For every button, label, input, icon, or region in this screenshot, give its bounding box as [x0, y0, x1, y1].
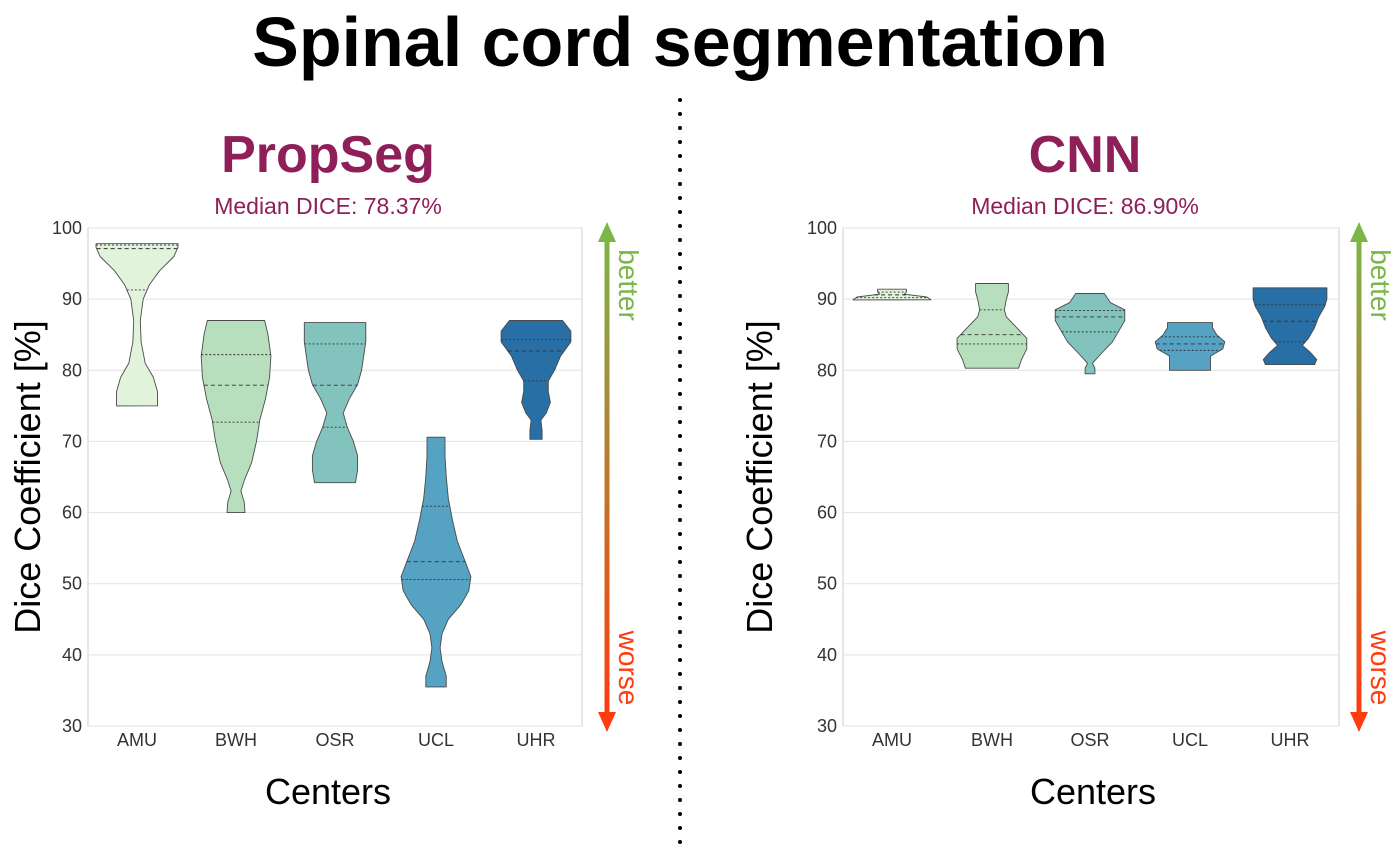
- propseg-violin-amu: [95, 243, 179, 407]
- cnn-xtick-label: UCL: [1172, 730, 1208, 750]
- propseg-median-dice: Median DICE: 78.37%: [214, 193, 442, 219]
- propseg-arrow-up-head: [598, 222, 616, 242]
- cnn-ytick-label: 40: [817, 645, 837, 665]
- cnn-ytick-label: 30: [817, 716, 837, 736]
- figure-title: Spinal cord segmentation: [252, 3, 1108, 81]
- propseg-violin-uhr: [500, 320, 572, 440]
- cnn-quality-arrow-shaft: [1356, 236, 1362, 718]
- cnn-violin-osr: [1054, 293, 1126, 375]
- propseg-ytick-label: 60: [62, 503, 82, 523]
- cnn-ytick-label: 60: [817, 503, 837, 523]
- propseg-ytick-label: 70: [62, 431, 82, 451]
- propseg-x-axis-label: Centers: [265, 771, 391, 812]
- propseg-ytick-label: 80: [62, 360, 82, 380]
- propseg-ytick-label: 40: [62, 645, 82, 665]
- cnn-median-dice: Median DICE: 86.90%: [971, 193, 1199, 219]
- cnn-ytick-label: 70: [817, 431, 837, 451]
- propseg-worse-label: worse: [613, 630, 644, 706]
- cnn-arrow-down-head: [1350, 712, 1368, 732]
- propseg-violin-bwh: [200, 320, 272, 514]
- propseg-chart: 30 40 50 60 70 80 90 100 AMU BWH OSR UCL UHR Centers D…: [7, 218, 644, 812]
- propseg-ytick-label: 100: [52, 218, 82, 238]
- cnn-violin-ucl: [1154, 322, 1226, 371]
- cnn-violin-bwh: [956, 283, 1028, 369]
- cnn-y-axis-label: Dice Coefficient [%]: [739, 320, 780, 633]
- propseg-ytick-label: 90: [62, 289, 82, 309]
- cnn-arrow-up-head: [1350, 222, 1368, 242]
- propseg-ytick-label: 30: [62, 716, 82, 736]
- cnn-x-axis-label: Centers: [1030, 771, 1156, 812]
- cnn-better-label: better: [1365, 249, 1394, 321]
- propseg-xtick-label: OSR: [315, 730, 354, 750]
- cnn-panel-title: CNN: [1028, 126, 1142, 184]
- propseg-y-axis-label: Dice Coefficient [%]: [7, 320, 48, 633]
- propseg-violin-osr: [303, 322, 367, 484]
- cnn-worse-label: worse: [1365, 630, 1394, 706]
- cnn-xtick-label: BWH: [971, 730, 1013, 750]
- cnn-xtick-label: OSR: [1070, 730, 1109, 750]
- cnn-xtick-label: AMU: [872, 730, 912, 750]
- propseg-xtick-label: AMU: [117, 730, 157, 750]
- cnn-ytick-label: 90: [817, 289, 837, 309]
- propseg-arrow-down-head: [598, 712, 616, 732]
- propseg-xtick-label: UHR: [517, 730, 556, 750]
- propseg-panel-title: PropSeg: [221, 126, 435, 184]
- propseg-better-label: better: [613, 249, 644, 321]
- propseg-xtick-label: BWH: [215, 730, 257, 750]
- propseg-ytick-label: 50: [62, 574, 82, 594]
- cnn-ytick-label: 50: [817, 574, 837, 594]
- propseg-xtick-label: UCL: [418, 730, 454, 750]
- cnn-xtick-label: UHR: [1271, 730, 1310, 750]
- cnn-chart: 30 40 50 60 70 80 90 100 AMU BWH OSR UCL UHR Centers D…: [739, 218, 1394, 812]
- cnn-violin-uhr: [1252, 287, 1328, 366]
- propseg-quality-arrow-shaft: [604, 236, 610, 718]
- cnn-ytick-label: 80: [817, 360, 837, 380]
- cnn-ytick-label: 100: [807, 218, 837, 238]
